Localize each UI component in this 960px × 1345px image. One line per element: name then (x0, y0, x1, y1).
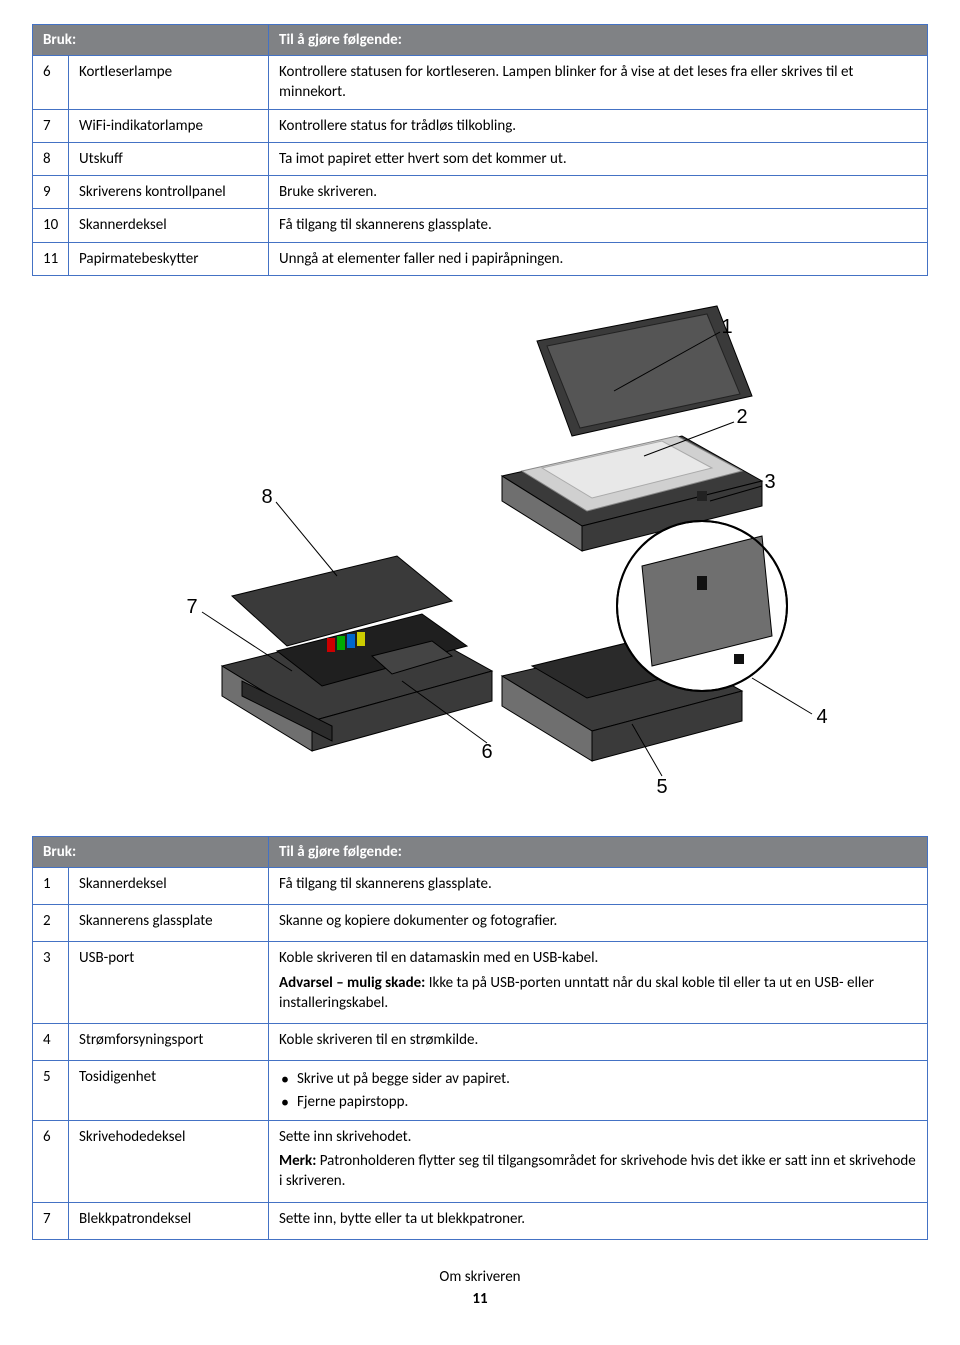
note-label: Merk: (279, 1152, 316, 1170)
table-row: 7WiFi-indikatorlampeKontrollere status f… (33, 109, 928, 142)
row-description: Ta imot papiret etter hvert som det komm… (269, 142, 928, 175)
row-label: WiFi-indikatorlampe (69, 109, 269, 142)
svg-text:3: 3 (764, 471, 775, 493)
row-description: Sette inn, bytte eller ta ut blekkpatron… (269, 1202, 928, 1239)
row-label: Blekkpatrondeksel (69, 1202, 269, 1239)
row-description: Skrive ut på begge sider av papiret. Fjer… (269, 1061, 928, 1121)
row-number: 2 (33, 905, 69, 942)
footer-title: Om skriveren (32, 1268, 928, 1286)
table-row: 5TosidigenhetSkrive ut på begge sider av… (33, 1061, 928, 1121)
row-number: 7 (33, 109, 69, 142)
warning-text: Advarsel – mulig skade: Ikke ta på USB-p… (279, 973, 917, 1014)
row-description: Skanne og kopiere dokumenter og fotograf… (269, 905, 928, 942)
row-label: Skrivehodedeksel (69, 1120, 269, 1202)
parts-table-1: Bruk: Til å gjøre følgende: 6Kortleserla… (32, 24, 928, 276)
svg-text:4: 4 (816, 706, 827, 728)
row-label: Skannerdeksel (69, 867, 269, 904)
table2-header-col2: Til å gjøre følgende: (269, 836, 928, 867)
row-number: 6 (33, 56, 69, 110)
row-description: Kontrollere statusen for kortleseren. La… (269, 56, 928, 110)
svg-text:8: 8 (261, 486, 272, 508)
row-number: 9 (33, 176, 69, 209)
row-number: 7 (33, 1202, 69, 1239)
page-footer: Om skriveren 11 (32, 1268, 928, 1308)
row-label: USB-port (69, 942, 269, 1024)
row-description: Få tilgang til skannerens glassplate. (269, 867, 928, 904)
list-item: Skrive ut på begge sider av papiret. (279, 1069, 917, 1089)
row-label: Tosidigenhet (69, 1061, 269, 1121)
svg-text:1: 1 (721, 316, 732, 338)
row-number: 5 (33, 1061, 69, 1121)
row-label: Skriverens kontrollpanel (69, 176, 269, 209)
description-text: Skanne og kopiere dokumenter og fotograf… (279, 911, 917, 931)
row-label: Strømforsyningsport (69, 1024, 269, 1061)
table-row: 1Skannerdeksel Få tilgang til skannerens … (33, 867, 928, 904)
table-row: 6Skrivehodedeksel Sette inn skrivehodet. M… (33, 1120, 928, 1202)
row-label: Skannerens glassplate (69, 905, 269, 942)
row-label: Skannerdeksel (69, 209, 269, 242)
row-description: Koble skriveren til en datamaskin med en… (269, 942, 928, 1024)
description-text: Sette inn skrivehodet. (279, 1127, 917, 1147)
note-text: Merk: Patronholderen flytter seg til til… (279, 1151, 917, 1192)
svg-text:2: 2 (736, 406, 747, 428)
table-row: 3USB-port Koble skriveren til en datamask… (33, 942, 928, 1024)
table1-header-col1: Bruk: (33, 25, 269, 56)
table-row: 10SkannerdekselFå tilgang til skannerens… (33, 209, 928, 242)
list-item: Fjerne papirstopp. (279, 1092, 917, 1112)
row-number: 10 (33, 209, 69, 242)
row-description: Unngå at elementer faller ned i papiråpn… (269, 242, 928, 275)
row-description: Få tilgang til skannerens glassplate. (269, 209, 928, 242)
svg-text:5: 5 (656, 776, 667, 798)
row-description: Koble skriveren til en strømkilde. (269, 1024, 928, 1061)
parts-table-2: Bruk: Til å gjøre følgende: 1Skannerdeks… (32, 836, 928, 1240)
description-text: Sette inn, bytte eller ta ut blekkpatron… (279, 1209, 917, 1229)
row-number: 8 (33, 142, 69, 175)
table2-header-col1: Bruk: (33, 836, 269, 867)
table-row: 2Skannerens glassplate Skanne og kopiere … (33, 905, 928, 942)
warning-label: Advarsel – mulig skade: (279, 974, 425, 992)
svg-text:6: 6 (481, 741, 492, 763)
description-text: Koble skriveren til en datamaskin med en… (279, 948, 917, 968)
table-row: 8UtskuffTa imot papiret etter hvert som … (33, 142, 928, 175)
row-description: Kontrollere status for trådløs tilkoblin… (269, 109, 928, 142)
table-row: 6KortleserlampeKontrollere statusen for … (33, 56, 928, 110)
row-label: Papirmatebeskytter (69, 242, 269, 275)
table-row: 11PapirmatebeskytterUnngå at elementer f… (33, 242, 928, 275)
printer-diagram: 1 2 3 8 7 6 5 4 (32, 296, 928, 826)
table-row: 9Skriverens kontrollpanelBruke skriveren… (33, 176, 928, 209)
description-text: Koble skriveren til en strømkilde. (279, 1030, 917, 1050)
row-label: Utskuff (69, 142, 269, 175)
row-number: 4 (33, 1024, 69, 1061)
table-row: 4Strømforsyningsport Koble skriveren til … (33, 1024, 928, 1061)
footer-page-number: 11 (32, 1290, 928, 1308)
row-number: 1 (33, 867, 69, 904)
row-label: Kortleserlampe (69, 56, 269, 110)
table-row: 7Blekkpatrondeksel Sette inn, bytte eller… (33, 1202, 928, 1239)
row-description: Bruke skriveren. (269, 176, 928, 209)
description-text: Få tilgang til skannerens glassplate. (279, 874, 917, 894)
svg-text:7: 7 (186, 596, 197, 618)
row-number: 6 (33, 1120, 69, 1202)
row-description: Sette inn skrivehodet. Merk: Patronholder… (269, 1120, 928, 1202)
bullet-list: Skrive ut på begge sider av papiret. Fjer… (279, 1069, 917, 1112)
row-number: 3 (33, 942, 69, 1024)
table1-header-col2: Til å gjøre følgende: (269, 25, 928, 56)
row-number: 11 (33, 242, 69, 275)
